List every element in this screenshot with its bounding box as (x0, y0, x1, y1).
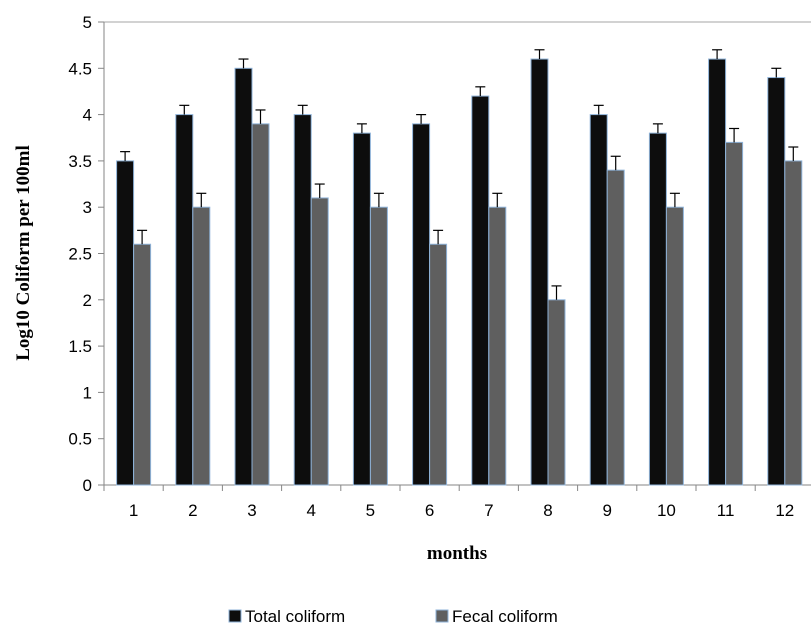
bar-total-coliform (471, 95, 490, 486)
x-axis-title: months (427, 543, 487, 564)
x-tick-label: 12 (775, 501, 794, 520)
bar-fecal-coliform (251, 123, 270, 486)
bar-total-coliform (648, 132, 667, 486)
x-tick-label: 5 (366, 501, 375, 520)
bar-total-coliform (708, 58, 727, 486)
x-tick-label: 7 (484, 501, 493, 520)
y-tick-label: 3 (83, 198, 92, 217)
x-tick-label: 2 (188, 501, 197, 520)
x-tick-label: 6 (425, 501, 434, 520)
y-axis: 0 0.5 1 1.5 2 2.5 3 3.5 4 4.5 5 (68, 13, 105, 495)
bars (116, 58, 803, 486)
x-tick-label: 10 (657, 501, 676, 520)
y-tick-label: 1 (83, 383, 92, 402)
error-bars (120, 49, 799, 300)
legend-label-fecal-coliform: Fecal coliform (452, 607, 558, 626)
bar-fecal-coliform (369, 206, 388, 486)
bar-total-coliform (234, 67, 253, 486)
legend: Total coliform Fecal coliform (228, 607, 558, 626)
y-tick-label: 2 (83, 291, 92, 310)
y-tick-label: 2.5 (68, 245, 92, 264)
bar-fecal-coliform (488, 206, 507, 486)
bar-total-coliform (412, 123, 431, 486)
x-tick-label: 9 (602, 501, 611, 520)
x-tick-label: 3 (247, 501, 256, 520)
bar-fecal-coliform (133, 243, 152, 486)
bar-fecal-coliform (665, 206, 684, 486)
x-tick-label: 11 (717, 501, 735, 520)
y-tick-label: 4 (83, 106, 92, 125)
bar-total-coliform (293, 114, 312, 486)
bar-total-coliform (767, 77, 786, 486)
y-tick-label: 3.5 (68, 152, 92, 171)
y-tick-label: 4.5 (68, 59, 92, 78)
bar-total-coliform (175, 114, 194, 486)
bar-fecal-coliform (606, 169, 625, 486)
bar-fecal-coliform (784, 160, 803, 486)
bar-total-coliform (352, 132, 371, 486)
bar-total-coliform (116, 160, 135, 486)
bar-total-coliform (589, 114, 608, 486)
y-tick-label: 5 (83, 13, 92, 32)
bar-total-coliform (530, 58, 549, 486)
bar-fecal-coliform (725, 141, 744, 486)
y-axis-title: Log10 Coliform per 100ml (13, 145, 34, 361)
legend-label-total-coliform: Total coliform (245, 607, 345, 626)
y-tick-label: 1.5 (68, 337, 92, 356)
x-tick-label: 4 (306, 501, 315, 520)
bar-fecal-coliform (310, 197, 329, 486)
y-tick-label: 0.5 (68, 430, 92, 449)
x-axis: 1 2 3 4 5 6 7 8 9 10 11 12 (103, 484, 811, 520)
y-tick-label: 0 (83, 476, 92, 495)
legend-swatch-total-coliform (228, 609, 242, 623)
x-tick-label: 1 (129, 501, 138, 520)
bar-fecal-coliform (547, 299, 566, 486)
bar-fecal-coliform (429, 243, 448, 486)
x-tick-label: 8 (543, 501, 552, 520)
bar-fecal-coliform (192, 206, 211, 486)
legend-swatch-fecal-coliform (435, 609, 449, 623)
